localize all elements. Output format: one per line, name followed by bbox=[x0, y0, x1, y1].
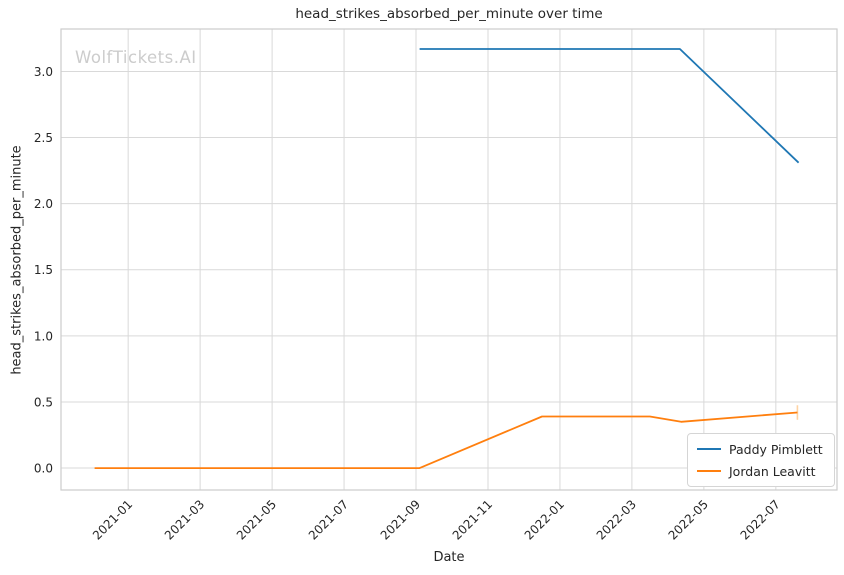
legend-item-paddy-pimblett: Paddy Pimblett bbox=[697, 441, 824, 457]
legend-line-swatch-blue bbox=[697, 448, 721, 450]
chart-title: head_strikes_absorbed_per_minute over ti… bbox=[295, 6, 603, 22]
x-tick-label: 2021-11 bbox=[450, 497, 495, 542]
y-tick-labels: 0.0 0.5 1.0 1.5 2.0 2.5 3.0 bbox=[34, 65, 53, 476]
legend-item-jordan-leavitt: Jordan Leavitt bbox=[697, 463, 824, 479]
y-tick-label: 3.0 bbox=[34, 65, 53, 79]
x-tick-label: 2022-07 bbox=[738, 497, 783, 542]
x-axis-label: Date bbox=[433, 550, 465, 565]
plot-border bbox=[60, 28, 838, 491]
x-tick-label: 2021-09 bbox=[378, 497, 423, 542]
gridlines bbox=[61, 29, 837, 490]
y-tick-label: 2.5 bbox=[34, 131, 53, 145]
x-tick-label: 2021-01 bbox=[90, 497, 135, 542]
y-tick-label: 0.0 bbox=[34, 462, 53, 476]
legend-label: Jordan Leavitt bbox=[729, 463, 816, 479]
series-line-1 bbox=[94, 411, 798, 470]
legend-label: Paddy Pimblett bbox=[729, 441, 823, 457]
x-tick-label: 2021-05 bbox=[234, 497, 279, 542]
legend-line-swatch-orange bbox=[697, 470, 721, 472]
series-line-0 bbox=[419, 48, 800, 164]
legend: Paddy Pimblett Jordan Leavitt bbox=[687, 433, 835, 487]
y-tick-label: 1.0 bbox=[34, 329, 53, 343]
y-tick-label: 1.5 bbox=[34, 263, 53, 277]
y-tick-label: 0.5 bbox=[34, 395, 53, 409]
watermark: WolfTickets.AI bbox=[75, 48, 197, 67]
x-tick-label: 2022-05 bbox=[666, 497, 711, 542]
x-tick-label: 2022-01 bbox=[522, 497, 567, 542]
y-axis-label: head_strikes_absorbed_per_minute bbox=[9, 145, 25, 375]
x-tick-label: 2021-03 bbox=[162, 497, 207, 542]
x-tick-label: 2022-03 bbox=[594, 497, 639, 542]
x-tick-label: 2021-07 bbox=[306, 497, 351, 542]
x-tick-labels: 2021-01 2021-03 2021-05 2021-07 2021-09 2021-… bbox=[90, 497, 783, 542]
y-tick-label: 2.0 bbox=[34, 197, 53, 211]
